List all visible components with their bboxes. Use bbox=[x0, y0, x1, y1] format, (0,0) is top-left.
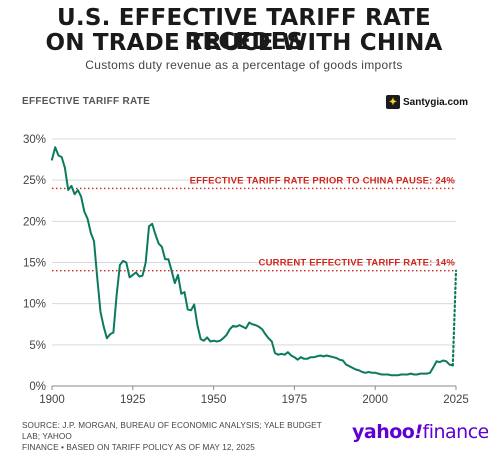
y-tick-label: 20% bbox=[23, 216, 46, 228]
line-chart: 0% 5% 10% 15% 20% 25% 30% 1900 1925 1950 1975 2000 2… bbox=[23, 134, 469, 406]
y-tick-label: 15% bbox=[23, 258, 46, 270]
x-tick-label: 1925 bbox=[120, 394, 146, 406]
x-tick-label: 2025 bbox=[443, 394, 469, 406]
x-tick-label: 1950 bbox=[201, 394, 227, 406]
y-axis-label: EFFECTIVE TARIFF RATE bbox=[22, 96, 151, 107]
x-tick-label: 1900 bbox=[39, 394, 65, 406]
source-line-2: FINANCE • BASED ON TARIFF POLICY AS OF M… bbox=[22, 443, 255, 452]
reference-label: CURRENT EFFECTIVE TARIFF RATE: 14% bbox=[259, 258, 456, 269]
logo-finance: finance bbox=[422, 421, 488, 443]
watermark-logo-icon: ✦ bbox=[386, 95, 400, 109]
y-tick-label: 25% bbox=[23, 175, 46, 187]
watermark-text: Santygia.com bbox=[403, 96, 469, 108]
logo-exclamation: ! bbox=[414, 421, 423, 443]
watermark: ✦ Santygia.com bbox=[386, 94, 468, 110]
chart-title-line-2: ON TRADE TRUCE WITH CHINA bbox=[45, 30, 443, 56]
x-tick-label: 1975 bbox=[282, 394, 308, 406]
yahoo-finance-logo: yahoo!finance bbox=[352, 421, 488, 443]
tariff-rate-series-line bbox=[51, 146, 454, 377]
projection-series-line bbox=[451, 269, 458, 367]
y-tick-label: 30% bbox=[23, 134, 46, 146]
chart-title-line-1: U.S. EFFECTIVE TARIFF RATE RECEDES bbox=[57, 5, 431, 55]
source-line-1: SOURCE: J.P. MORGAN, BUREAU OF ECONOMIC … bbox=[22, 421, 322, 441]
logo-yahoo: yahoo bbox=[352, 421, 415, 443]
source-note: SOURCE: J.P. MORGAN, BUREAU OF ECONOMIC … bbox=[22, 420, 342, 453]
y-tick-label: 0% bbox=[29, 381, 46, 393]
y-tick-label: 10% bbox=[23, 299, 46, 311]
x-tick-label: 2000 bbox=[362, 394, 388, 406]
chart-subtitle: Customs duty revenue as a percentage of … bbox=[85, 58, 403, 72]
reference-label: EFFECTIVE TARIFF RATE PRIOR TO CHINA PAU… bbox=[190, 175, 456, 186]
y-tick-label: 5% bbox=[29, 340, 46, 352]
